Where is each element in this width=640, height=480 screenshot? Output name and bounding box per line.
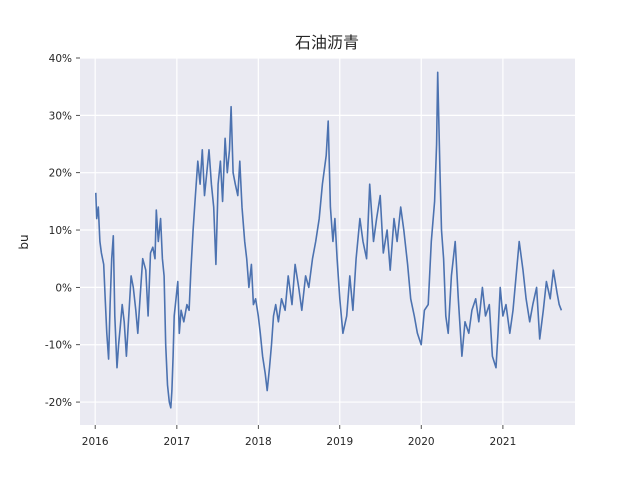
x-tick-label: 2021: [490, 436, 517, 448]
y-tick-label: 0%: [55, 282, 72, 294]
y-axis-label: bu: [17, 234, 31, 249]
x-tick-label: 2016: [82, 436, 109, 448]
grid: [80, 57, 575, 425]
x-axis: 2016 2017 2018 2019 2020 2021: [82, 425, 516, 448]
chart-title: 石油沥青: [295, 33, 359, 52]
y-tick-label: -20%: [45, 397, 72, 409]
y-tick-label: -10%: [45, 340, 72, 352]
x-tick-label: 2017: [163, 436, 190, 448]
y-tick-label: 10%: [49, 225, 72, 237]
y-tick-label: 40%: [49, 53, 72, 65]
series-line-0: [95, 71, 563, 409]
x-tick-label: 2018: [245, 436, 272, 448]
y-tick-label: 20%: [49, 168, 72, 180]
y-tick-label: 30%: [49, 110, 72, 122]
x-tick-label: 2020: [408, 436, 435, 448]
plot-area: [80, 58, 575, 425]
y-axis: -20% -10% 0% 10% 20% 30% 40%: [45, 53, 80, 409]
series-layer: [95, 71, 563, 409]
x-tick-label: 2019: [326, 436, 353, 448]
